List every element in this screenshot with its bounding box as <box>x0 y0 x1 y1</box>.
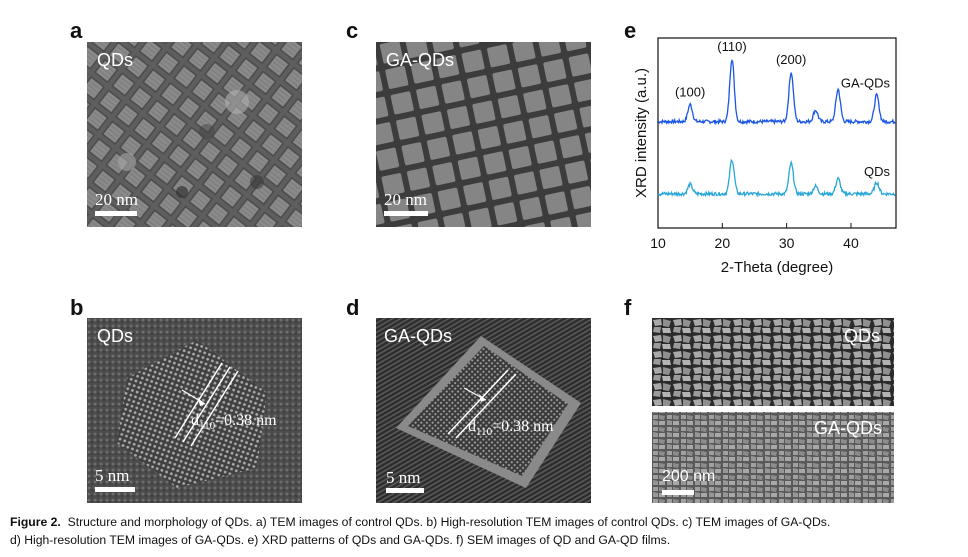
hrtem-image-control-qds: QDs d110=0.38 nm 5 nm <box>87 318 302 503</box>
scale-bar <box>95 211 137 216</box>
tem-image-control-qds: QDs 20 nm <box>87 42 302 227</box>
scale-bar-label: 200 nm <box>662 468 716 485</box>
image-label: GA-QDs <box>386 50 455 70</box>
sem-images: QDs GA-QDs 200 nm <box>652 318 894 503</box>
panel-letter-a: a <box>70 18 83 43</box>
scale-bar <box>384 211 428 216</box>
series-label: GA-QDs <box>841 76 891 91</box>
series-line-ga-qds <box>657 59 896 126</box>
scale-bar-label: 20 nm <box>95 190 138 209</box>
scale-bar <box>95 487 135 492</box>
scale-bar-label: 5 nm <box>386 468 421 487</box>
panel-letter-d: d <box>346 295 360 320</box>
xrd-chart: 10 20 30 40 2-Theta (degree) XRD intensity (a… <box>633 37 897 276</box>
hrtem-image-ga-qds: GA-QDs d110=0.38 nm 5 nm <box>376 318 591 503</box>
scale-bar <box>662 490 694 495</box>
panel-letter-c: c <box>346 18 359 43</box>
image-label: GA-QDs <box>384 326 453 346</box>
peak-label: (110) <box>717 39 746 54</box>
scale-bar-label: 20 nm <box>384 190 427 209</box>
x-tick-label: 20 <box>715 235 731 251</box>
figure-caption: Figure 2. Structure and morphology of QD… <box>10 513 965 549</box>
sem-image-ga-qds <box>652 412 894 503</box>
panel-letter-e: e <box>624 18 637 43</box>
scale-bar <box>386 488 424 493</box>
x-tick-label: 30 <box>779 235 795 251</box>
image-label-top: QDs <box>844 326 880 346</box>
image-label-bottom: GA-QDs <box>813 418 882 438</box>
tem-image-ga-qds: GA-QDs 20 nm <box>376 42 591 227</box>
d-spacing-label: d110=0.38 nm <box>468 418 554 439</box>
panel-letter-b: b <box>70 295 84 320</box>
series-line-qds <box>657 158 896 198</box>
y-axis-label: XRD intensity (a.u.) <box>633 68 650 198</box>
d-spacing-label: d110=0.38 nm <box>191 412 277 433</box>
image-label: QDs <box>97 326 133 346</box>
figure-label: Figure 2. <box>10 515 61 529</box>
sem-image-qds <box>652 318 894 406</box>
scale-bar-label: 5 nm <box>95 466 130 485</box>
panel-letter-f: f <box>624 295 632 320</box>
x-tick-label: 10 <box>650 235 666 251</box>
image-label: QDs <box>97 50 133 70</box>
plot-frame <box>657 37 897 229</box>
x-tick-label: 40 <box>843 235 859 251</box>
peak-label: (200) <box>776 52 806 67</box>
x-axis-label: 2-Theta (degree) <box>721 259 834 276</box>
series-label: QDs <box>864 164 891 179</box>
caption-line-2: d) High-resolution TEM images of GA-QDs.… <box>10 533 671 547</box>
caption-line-1: Structure and morphology of QDs. a) TEM … <box>67 515 831 529</box>
peak-label: (100) <box>675 85 705 100</box>
